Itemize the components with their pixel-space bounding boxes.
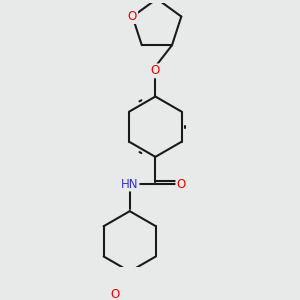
Text: HN: HN xyxy=(121,178,139,190)
Text: O: O xyxy=(110,288,119,300)
Text: O: O xyxy=(151,64,160,77)
Text: O: O xyxy=(176,178,186,190)
Text: O: O xyxy=(128,10,137,23)
